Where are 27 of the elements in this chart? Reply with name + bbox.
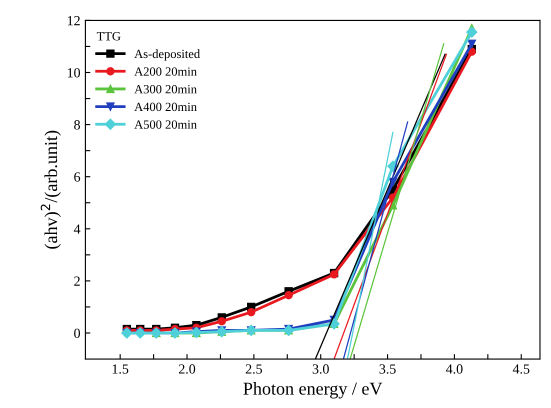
point [468,40,476,48]
x-tick-label: 4.5 [512,364,530,374]
y-tick-label: 2 [74,276,80,286]
point [218,317,226,326]
y-tick-label: 8 [74,120,80,130]
x-tick-label: 3.0 [312,364,329,374]
legend-title: TTG [96,32,121,40]
y-tick-label: 6 [74,172,80,182]
point [284,291,293,300]
y-tick-label: 0 [74,328,80,338]
y-tick-label: 10 [68,68,80,78]
y-axis-title: (ahv)$^{2}$/(arb.unit) [40,130,61,249]
y-tick-label: 12 [68,16,80,26]
legend-label: As-deposited [134,49,200,61]
x-tick-label: 2.5 [246,364,262,374]
point [466,26,478,38]
x-tick-label: 3.5 [380,364,396,374]
x-tick-label: 2.0 [178,364,196,374]
x-tick-label: 1.5 [112,364,128,374]
y-tick-label: 4 [74,224,80,234]
point [247,308,256,316]
legend-label: A500 20min [134,120,197,129]
legend-label: A300 20min [134,85,197,94]
legend-label: A200 20min [134,67,197,76]
x-axis-title: Photon energy / eV [243,382,382,398]
x-tick-label: 4.0 [446,364,463,374]
legend-label: A400 20min [134,102,197,112]
